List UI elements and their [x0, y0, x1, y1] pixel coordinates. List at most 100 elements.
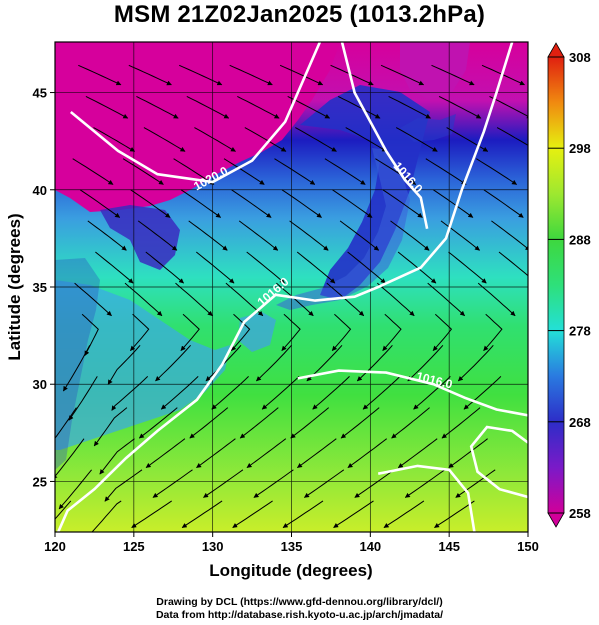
- y-axis-label: Latitude (degrees): [5, 213, 24, 360]
- streamline: [332, 189, 373, 218]
- streamline: [128, 64, 172, 86]
- streamline: [390, 220, 430, 251]
- streamline: [427, 282, 465, 317]
- x-axis: 120 125 130 135 140 145 150: [44, 532, 539, 554]
- streamline: [391, 407, 430, 439]
- streamline: [81, 313, 99, 356]
- streamline: [347, 438, 388, 469]
- streamline: [483, 313, 503, 351]
- streamline: [91, 500, 122, 532]
- streamline: [448, 251, 487, 284]
- streamline: [440, 220, 480, 251]
- streamline: [340, 407, 380, 439]
- china-mainland: [55, 258, 100, 470]
- streamline: [223, 158, 265, 185]
- streamline: [55, 438, 85, 480]
- streamline: [261, 376, 300, 410]
- streamline: [136, 95, 179, 119]
- streamline: [413, 376, 451, 410]
- streamline: [203, 469, 244, 498]
- sea-of-japan-cold-pool: [300, 85, 430, 300]
- streamline: [388, 95, 431, 119]
- streamline: [282, 500, 324, 529]
- streamline: [347, 251, 386, 284]
- streamline: [290, 407, 330, 439]
- streamline: [138, 407, 178, 439]
- colorbar-extend-min: [547, 512, 565, 528]
- streamline: [74, 282, 112, 317]
- x-tick-label: 125: [123, 539, 145, 554]
- isobar-line: [340, 42, 429, 229]
- streamline: [189, 407, 229, 439]
- streamline: [281, 313, 301, 351]
- streamline: [246, 438, 287, 469]
- streamline: [326, 282, 365, 317]
- streamline: [107, 344, 141, 385]
- streamline: [431, 64, 475, 86]
- korea-cold-pool: [100, 205, 180, 270]
- y-tick-label: 40: [33, 183, 47, 198]
- streamline: [354, 469, 395, 498]
- streamline: [211, 376, 249, 410]
- streamline: [356, 344, 393, 382]
- streamline: [55, 407, 77, 440]
- streamline: [195, 251, 235, 284]
- streamline: [186, 95, 230, 119]
- streamline: [446, 127, 489, 152]
- isobar-line: [469, 425, 528, 499]
- streamline: [425, 158, 467, 185]
- streamline: [229, 64, 273, 86]
- streamline: [455, 469, 496, 498]
- x-tick-label: 130: [202, 539, 224, 554]
- colorbar-tick-label: 288: [569, 232, 591, 247]
- streamline: [438, 95, 482, 119]
- streamline: [180, 189, 222, 218]
- streamline: [382, 189, 423, 218]
- streamline: [231, 189, 272, 218]
- streamline: [276, 282, 314, 317]
- streamline: [246, 251, 285, 284]
- streamline: [238, 220, 279, 251]
- streamline: [253, 469, 294, 498]
- streamline: [85, 95, 129, 119]
- isobar-line: [57, 42, 514, 532]
- streamline: [58, 469, 92, 510]
- japan-honshu: [276, 148, 410, 310]
- streamline: [296, 438, 337, 469]
- streamline: [232, 500, 273, 529]
- japan-hokkaido: [400, 114, 456, 142]
- streamline: [382, 313, 402, 351]
- x-tick-label: 145: [438, 539, 460, 554]
- streamline: [296, 251, 336, 284]
- x-tick-label: 120: [44, 539, 66, 554]
- x-tick-label: 135: [281, 539, 303, 554]
- streamline: [339, 220, 380, 251]
- streamline: [178, 64, 223, 86]
- streamline: [376, 282, 415, 317]
- streamline: [303, 469, 345, 498]
- streamline: [345, 127, 388, 152]
- colorbar-tick-label: 268: [569, 415, 591, 430]
- streamline: [111, 376, 149, 411]
- streamline: [256, 344, 292, 382]
- y-tick-label: 35: [33, 280, 47, 295]
- streamline: [434, 500, 475, 529]
- streamline: [130, 189, 171, 218]
- streamline: [104, 469, 143, 502]
- streamline: [330, 64, 374, 86]
- credit-data-source: Data from http://database.rish.kyoto-u.a…: [155, 609, 444, 621]
- isobar-line: [377, 464, 476, 532]
- streamline: [95, 251, 134, 284]
- streamline: [279, 64, 324, 86]
- streamline: [196, 438, 236, 469]
- x-tick-label: 140: [359, 539, 381, 554]
- colorbar: 258 268 278 288 298 308: [547, 42, 591, 528]
- y-tick-label: 25: [33, 474, 47, 489]
- streamline: [175, 282, 213, 317]
- streamline: [143, 127, 186, 152]
- streamline: [337, 95, 381, 119]
- streamline: [397, 438, 438, 469]
- streamline: [483, 189, 524, 218]
